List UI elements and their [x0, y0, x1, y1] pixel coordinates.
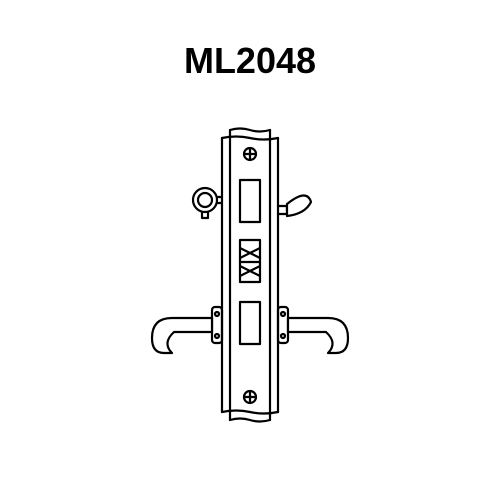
model-number: ML2048	[0, 40, 500, 82]
lock-diagram	[0, 100, 500, 460]
